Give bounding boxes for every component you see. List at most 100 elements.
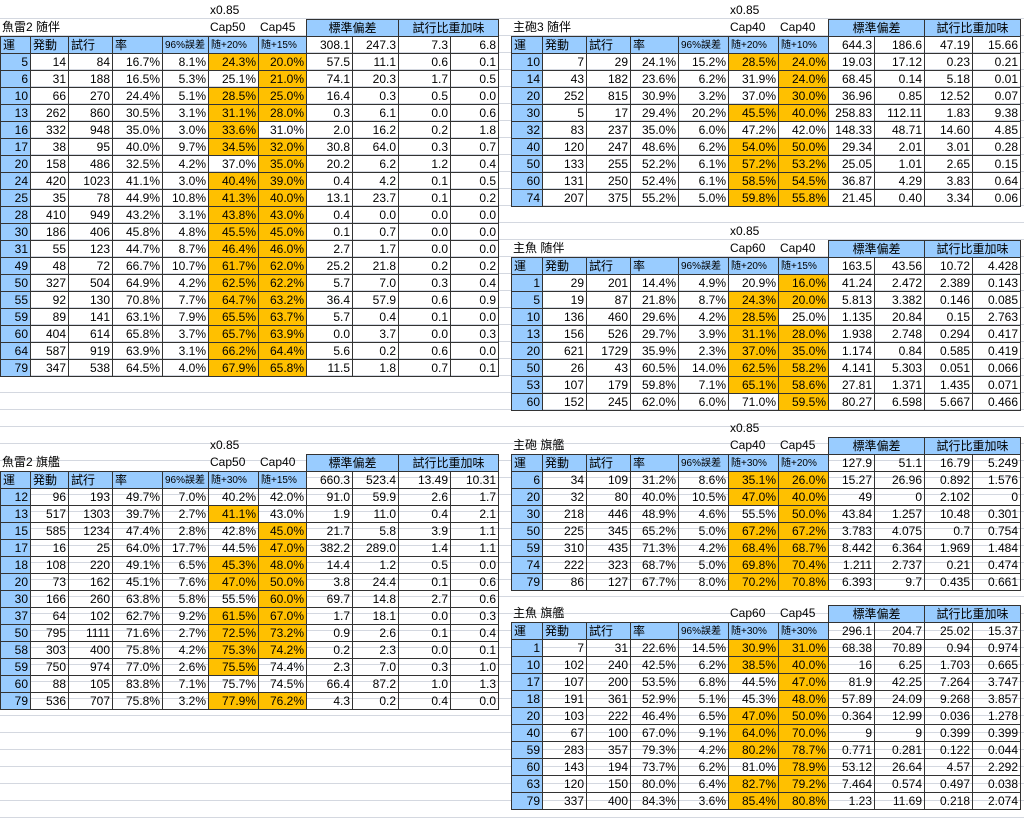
column-header: 試行 — [68, 36, 113, 54]
table-cell: 0.5 — [450, 70, 499, 88]
table-cell: 32 — [542, 488, 587, 506]
table-cell: 42.0% — [778, 121, 829, 139]
table-cell: 375 — [586, 189, 631, 207]
table-cell: 29.4% — [630, 104, 679, 122]
table-cell: 0.364 — [828, 707, 875, 725]
table-cell: 40.0% — [630, 488, 679, 506]
column-header: 随+20% — [728, 36, 779, 54]
table-cell: 21.45 — [828, 189, 875, 207]
table-cell: 0.2 — [398, 121, 451, 139]
table-cell: 0.0 — [450, 692, 499, 710]
table-cell: 29 — [542, 274, 587, 292]
table-cell: 47.2% — [728, 121, 779, 139]
table-cell: 0.6 — [450, 573, 499, 591]
table-cell: 112.11 — [874, 104, 925, 122]
table-cell: 0.1 — [398, 189, 451, 207]
table-cell: 0.4 — [450, 624, 499, 642]
table-cell: 262 — [30, 104, 69, 122]
table-cell: 37.0% — [728, 342, 779, 360]
table-cell: 6.5% — [162, 556, 209, 574]
table-cell: 31.0% — [778, 639, 829, 657]
summary-value: 523.4 — [352, 471, 399, 489]
table-cell: 130 — [68, 291, 113, 309]
table-cell: 63.7% — [258, 308, 307, 326]
table-cell: 3.1% — [162, 104, 209, 122]
table-cell: 587 — [30, 342, 69, 360]
table-cell: 0.085 — [972, 291, 1021, 309]
table-cell: 158 — [30, 155, 69, 173]
table-cell: 48.71 — [874, 121, 925, 139]
table-cell: 3.9 — [398, 522, 451, 540]
table-cell: 162 — [68, 573, 113, 591]
table-cell: 50.0% — [258, 573, 307, 591]
table-cell: 41.24 — [828, 274, 875, 292]
table-cell: 1729 — [586, 342, 631, 360]
table-cell: 85.4% — [728, 792, 779, 810]
table-cell: 0.0 — [450, 87, 499, 105]
table-cell: 44.7% — [112, 240, 163, 258]
column-header: 随+15% — [778, 257, 829, 275]
table-cell: 0.85 — [874, 87, 925, 105]
table-cell: 0.4 — [352, 308, 399, 326]
table-cell: 16 — [30, 539, 69, 557]
table-cell: 2.7 — [398, 590, 451, 608]
table-cell: 59.8% — [728, 189, 779, 207]
table-cell: 92 — [30, 291, 69, 309]
table-cell: 0 — [972, 488, 1021, 506]
table-cell: 21.8% — [630, 291, 679, 309]
table-cell: 43 — [542, 70, 587, 88]
group-header: 試行比重加味 — [924, 19, 1021, 37]
table-cell: 361 — [586, 690, 631, 708]
table-cell: 0.435 — [924, 573, 973, 591]
table-cell: 12 — [0, 488, 31, 506]
table-cell: 45.0% — [258, 522, 307, 540]
table-cell: 45.5% — [208, 223, 259, 241]
table-cell: 5.303 — [874, 359, 925, 377]
table-cell: 0.466 — [972, 393, 1021, 411]
table-cell: 105 — [68, 675, 113, 693]
table-cell: 310 — [542, 539, 587, 557]
table-cell: 48.0% — [258, 556, 307, 574]
table-cell: 6.1 — [352, 104, 399, 122]
table-cell: 948 — [68, 121, 113, 139]
table-cell: 420 — [30, 172, 69, 190]
group-header: 試行比重加味 — [924, 437, 1021, 455]
table-cell: 64.9% — [112, 274, 163, 292]
table-cell: 58.6% — [778, 376, 829, 394]
table-cell: 0.2 — [450, 257, 499, 275]
table-cell: 410 — [30, 206, 69, 224]
table-cell: 4.2% — [678, 539, 729, 557]
table-cell: 67.2% — [778, 522, 829, 540]
table-cell: 4.3 — [306, 692, 353, 710]
table-cell: 1.4 — [398, 539, 451, 557]
table-cell: 1.938 — [828, 325, 875, 343]
table-cell: 6.2% — [678, 138, 729, 156]
table-cell: 0.417 — [972, 325, 1021, 343]
table-cell: 0.6 — [398, 342, 451, 360]
table-cell: 28 — [0, 206, 31, 224]
table-cell: 120 — [542, 138, 587, 156]
column-header: 運 — [0, 471, 31, 489]
table-cell: 31 — [0, 240, 31, 258]
table-cell: 65.8% — [258, 359, 307, 377]
table-cell: 0.7 — [450, 138, 499, 156]
table-cell: 0.143 — [972, 274, 1021, 292]
table-cell: 3.1% — [162, 206, 209, 224]
table-cell: 14.4% — [630, 274, 679, 292]
table-cell: 96 — [30, 488, 69, 506]
table-cell: 382.2 — [306, 539, 353, 557]
table-cell: 14.5% — [678, 639, 729, 657]
table-cell: 23.6% — [630, 70, 679, 88]
table-cell: 0.1 — [398, 308, 451, 326]
table-cell: 17 — [0, 539, 31, 557]
table-cell: 54.5% — [778, 172, 829, 190]
table-cell: 30.9% — [728, 639, 779, 657]
table-cell: 8.442 — [828, 539, 875, 557]
table-cell: 0.0 — [398, 641, 451, 659]
table-cell: 68.38 — [828, 639, 875, 657]
table-cell: 78.7% — [778, 741, 829, 759]
table-cell: 74.4% — [258, 658, 307, 676]
table-cell: 6.2% — [678, 656, 729, 674]
table-cell: 60 — [0, 325, 31, 343]
table-cell: 6.2 — [352, 155, 399, 173]
